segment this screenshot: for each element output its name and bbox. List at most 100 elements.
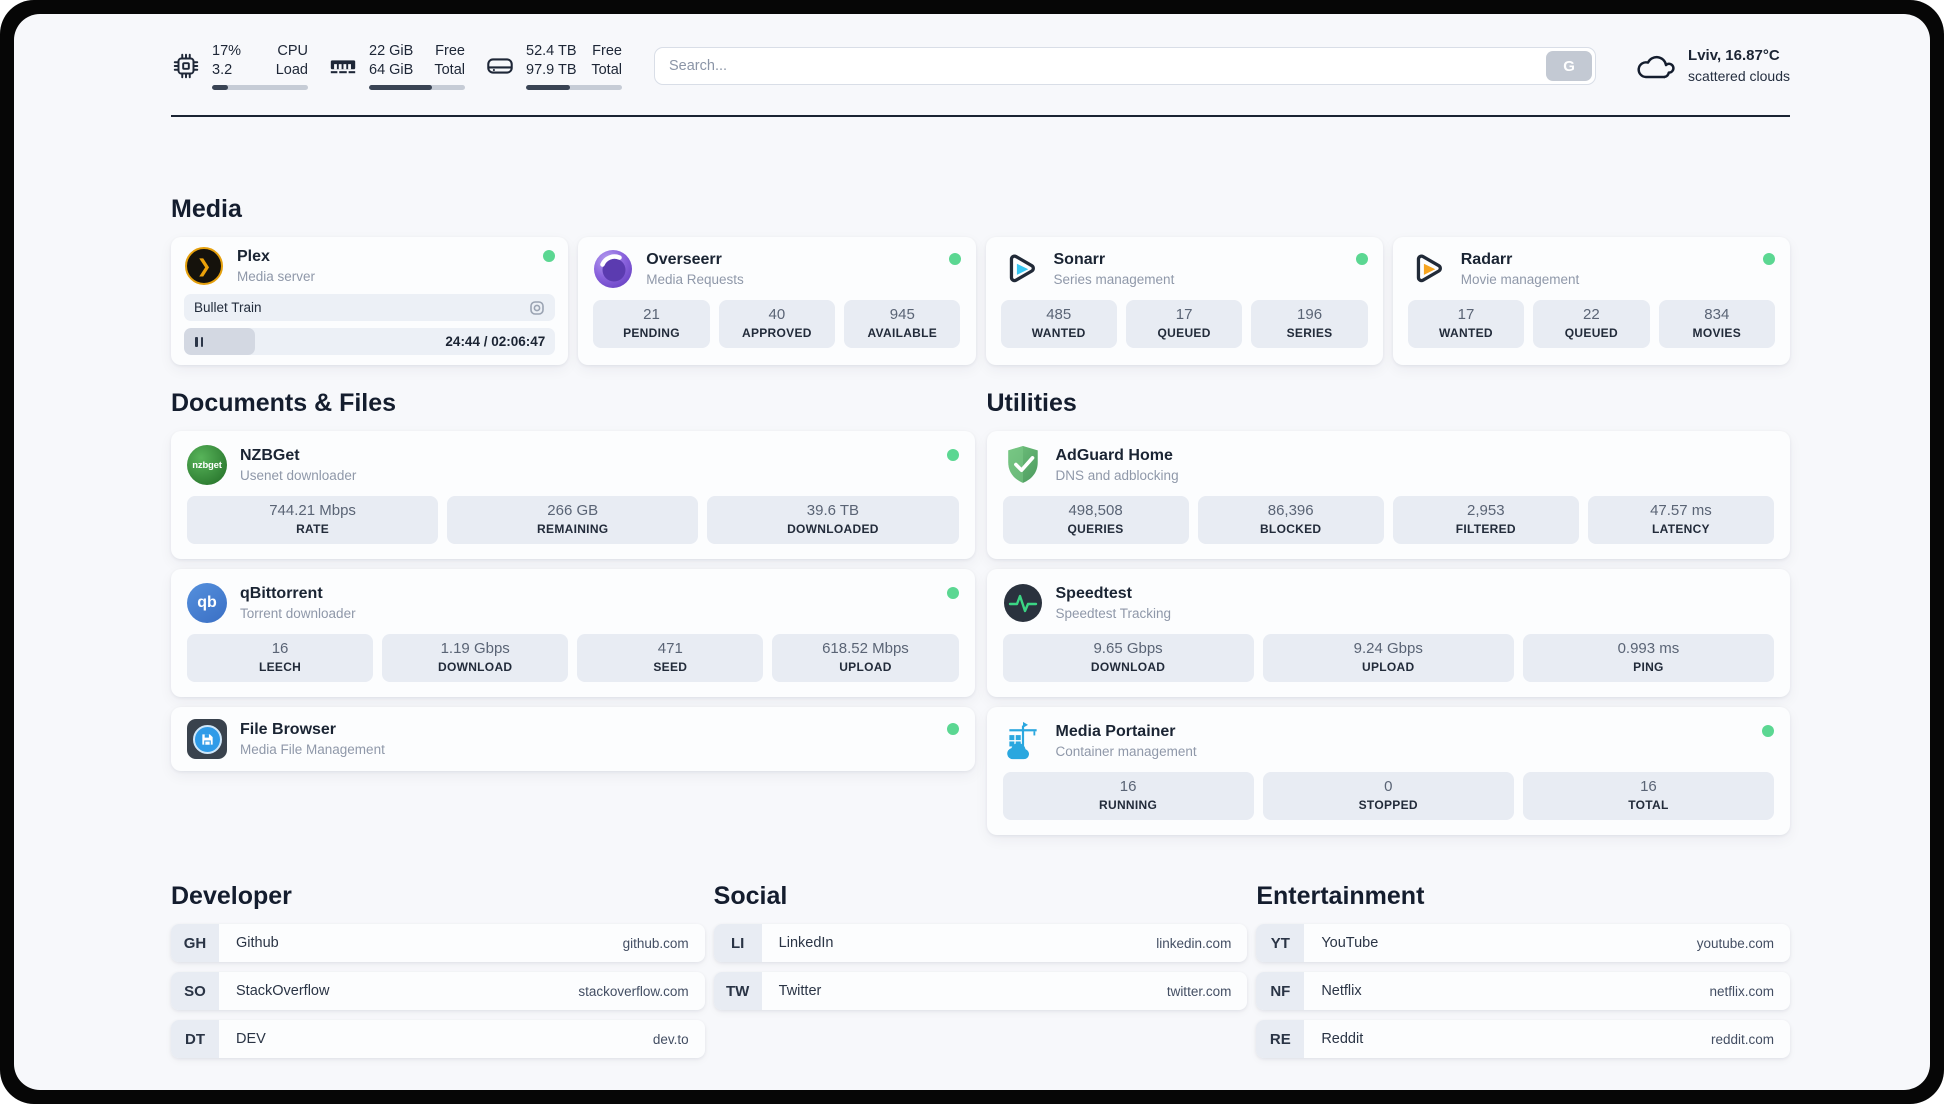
app-card-speedtest[interactable]: Speedtest Speedtest Tracking 9.65 Gbps DO… xyxy=(986,569,1790,697)
stat-label: PENDING xyxy=(623,326,680,340)
stats-row: 744.21 Mbps RATE 266 GB REMAINING 39.6 TB DOW… xyxy=(187,496,959,544)
stat-box: 39.6 TB DOWNLOADED xyxy=(707,496,959,544)
cpu-load-value: 3.2 xyxy=(212,62,233,78)
app-card-filebrowser[interactable]: File Browser Media File Management xyxy=(171,707,975,771)
app-card-qbittorrent[interactable]: qb qBittorrent Torrent downloader 16 LEEC… xyxy=(171,569,975,697)
app-card-plex[interactable]: ❯ Plex Media server Bullet Train 24:44 /… xyxy=(171,237,569,365)
cpu-label: CPU xyxy=(277,43,308,60)
plex-icon: ❯ xyxy=(185,247,223,285)
stat-box: 16 RUNNING xyxy=(1002,772,1254,820)
status-online-dot xyxy=(543,250,556,262)
stat-value: 266 GB xyxy=(547,502,599,519)
app-card-adguard[interactable]: AdGuard Home DNS and adblocking 498,508 Q… xyxy=(986,431,1790,559)
bookmark-abbr-badge: DT xyxy=(171,1020,219,1058)
bookmark-name: Reddit xyxy=(1321,1031,1364,1047)
stats-row: 16 RUNNING 0 STOPPED 16 TOTAL xyxy=(1002,772,1774,820)
bookmark-row[interactable]: TW Twitter twitter.com xyxy=(713,972,1248,1010)
stat-label: APPROVED xyxy=(741,326,812,340)
media-card-grid: ❯ Plex Media server Bullet Train 24:44 /… xyxy=(171,237,1790,365)
app-card-portainer[interactable]: Media Portainer Container management 16 R… xyxy=(986,707,1790,835)
bookmark-url: youtube.com xyxy=(1696,935,1774,951)
stat-label: QUEUED xyxy=(1157,326,1211,340)
bookmark-row[interactable]: YT YouTube youtube.com xyxy=(1256,924,1790,962)
app-card-radarr[interactable]: Radarr Movie management 17 WANTED 22 QUEUED… xyxy=(1392,237,1790,365)
stat-box: 266 GB REMAINING xyxy=(447,496,699,544)
playback-progressbar: 24:44 / 02:06:47 xyxy=(184,328,556,355)
app-card-nzbget[interactable]: nzbget NZBGet Usenet downloader 744.21 M… xyxy=(171,431,975,559)
status-online-dot xyxy=(1762,725,1774,737)
bookmark-url: github.com xyxy=(622,935,689,951)
app-name: Plex xyxy=(237,247,270,265)
stat-label: LEECH xyxy=(258,660,302,674)
app-name: Sonarr xyxy=(1053,250,1106,268)
overseerr-icon xyxy=(593,249,633,289)
stat-value: 86,396 xyxy=(1267,502,1314,519)
bookmark-name: StackOverflow xyxy=(236,983,330,999)
section-title-documents: Documents & Files xyxy=(171,389,397,417)
status-online-dot xyxy=(948,253,961,265)
stat-box: 618.52 Mbps UPLOAD xyxy=(772,634,959,682)
stat-value: 485 xyxy=(1046,306,1072,323)
bookmarks-social: Social LI LinkedIn linkedin.com TW Twitter tw… xyxy=(713,880,1248,1058)
stat-label: DOWNLOAD xyxy=(437,660,513,674)
playback-time: 24:44 / 02:06:47 xyxy=(445,334,546,349)
bookmark-row[interactable]: GH Github github.com xyxy=(171,924,705,962)
app-subtitle: Container management xyxy=(1055,743,1197,759)
search-engine-button[interactable]: G xyxy=(1546,51,1593,81)
stats-row: 21 PENDING 40 APPROVED 945 AVAILABLE xyxy=(593,300,961,348)
bookmark-url: dev.to xyxy=(652,1031,689,1047)
stat-label: UPLOAD xyxy=(839,660,892,674)
app-subtitle: Torrent downloader xyxy=(240,605,356,621)
stat-value: 16 xyxy=(271,640,289,657)
stat-box: 0.993 ms PING xyxy=(1522,634,1774,682)
app-card-overseerr[interactable]: Overseerr Media Requests 21 PENDING 40 APPR… xyxy=(578,237,976,365)
bookmarks-entertainment: Entertainment YT YouTube youtube.com NF Netf… xyxy=(1256,880,1790,1058)
cpu-icon xyxy=(173,53,199,79)
bookmark-row[interactable]: DT DEV dev.to xyxy=(171,1020,705,1058)
app-subtitle: Media Requests xyxy=(646,271,744,287)
bookmark-name: Twitter xyxy=(778,983,822,999)
stat-box: 945 AVAILABLE xyxy=(844,300,961,348)
stat-value: 834 xyxy=(1704,306,1730,323)
now-playing-title: Bullet Train xyxy=(194,300,262,315)
stat-box: 40 APPROVED xyxy=(718,300,836,348)
floppy-icon xyxy=(201,733,213,745)
stat-value: 744.21 Mbps xyxy=(269,502,356,519)
bookmark-row[interactable]: NF Netflix netflix.com xyxy=(1256,972,1790,1010)
app-subtitle: Media File Management xyxy=(240,741,385,757)
section-title-entertainment: Entertainment xyxy=(1256,882,1425,910)
stat-label: RUNNING xyxy=(1099,798,1158,812)
disk-icon xyxy=(487,58,513,74)
app-card-sonarr[interactable]: Sonarr Series management 485 WANTED 17 QUEU… xyxy=(985,237,1383,365)
nzbget-icon: nzbget xyxy=(187,445,227,485)
stat-box: 0 STOPPED xyxy=(1262,772,1514,820)
header-divider xyxy=(171,115,1790,117)
section-title-media: Media xyxy=(171,195,242,223)
stat-label: LATENCY xyxy=(1651,522,1710,536)
stat-box: 498,508 QUERIES xyxy=(1002,496,1189,544)
disk-free-value: 52.4 TB xyxy=(526,43,577,60)
memory-total-value: 64 GiB xyxy=(369,62,414,78)
bookmark-row[interactable]: RE Reddit reddit.com xyxy=(1256,1020,1790,1058)
portainer-icon xyxy=(1003,721,1043,761)
bookmark-abbr-badge: NF xyxy=(1256,972,1305,1010)
bookmark-row[interactable]: LI LinkedIn linkedin.com xyxy=(713,924,1248,962)
bookmark-abbr-badge: YT xyxy=(1256,924,1305,962)
bookmarks-developer: Developer GH Github github.com SO StackOverf… xyxy=(171,880,705,1058)
search-input[interactable] xyxy=(654,47,1597,85)
stat-value: 471 xyxy=(657,640,683,657)
stat-value: 9.65 Gbps xyxy=(1093,640,1163,657)
cloud-icon xyxy=(1637,55,1675,79)
stat-label: RATE xyxy=(296,522,330,536)
stat-value: 0.993 ms xyxy=(1617,640,1680,657)
stat-box: 834 MOVIES xyxy=(1658,300,1775,348)
stat-box: 1.19 Gbps DOWNLOAD xyxy=(382,634,569,682)
stat-box: 47.57 ms LATENCY xyxy=(1587,496,1774,544)
app-name: Overseerr xyxy=(646,250,722,268)
weather-widget: Lviv, 16.87°C scattered clouds xyxy=(1634,46,1790,85)
bookmark-row[interactable]: SO StackOverflow stackoverflow.com xyxy=(171,972,705,1010)
stat-box: 485 WANTED xyxy=(1000,300,1117,348)
utilities-column: Utilities xyxy=(986,387,1790,835)
stat-box: 9.24 Gbps UPLOAD xyxy=(1262,634,1514,682)
adguard-icon xyxy=(1003,445,1043,485)
